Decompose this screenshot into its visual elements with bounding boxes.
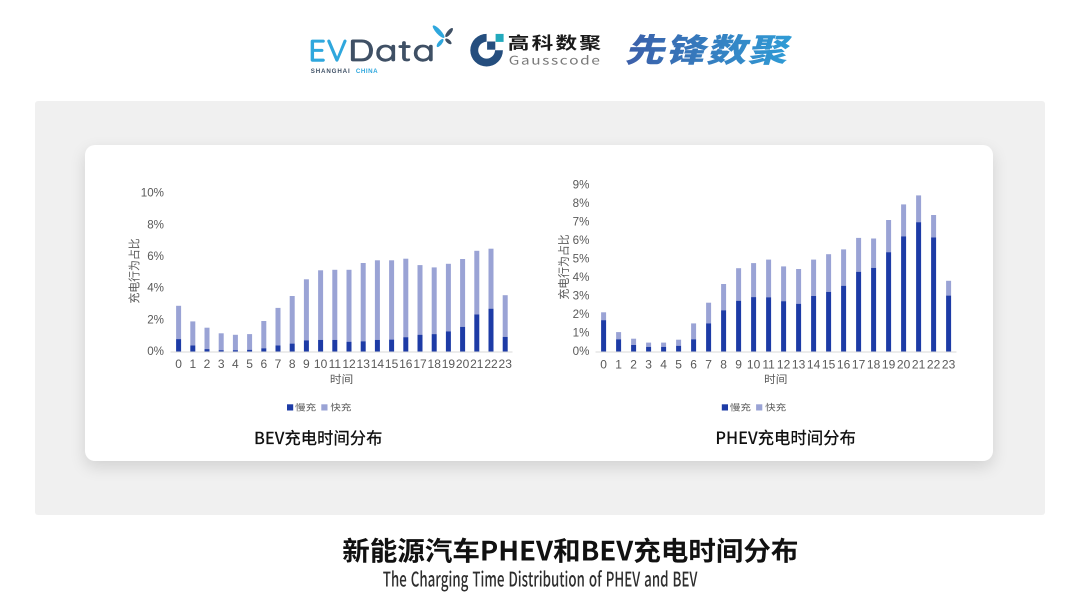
svg-text:5%: 5% xyxy=(573,252,590,265)
svg-text:0: 0 xyxy=(175,357,182,371)
svg-text:1%: 1% xyxy=(573,326,590,339)
svg-text:5: 5 xyxy=(246,357,253,371)
svg-text:18: 18 xyxy=(428,357,442,371)
svg-text:12: 12 xyxy=(342,357,356,371)
svg-text:1: 1 xyxy=(615,357,622,371)
svg-text:4: 4 xyxy=(232,357,239,371)
svg-text:17: 17 xyxy=(852,357,866,371)
svg-text:4%: 4% xyxy=(573,271,590,284)
svg-text:11: 11 xyxy=(329,357,342,371)
svg-text:0: 0 xyxy=(600,357,607,371)
svg-text:8: 8 xyxy=(289,357,296,371)
svg-text:23: 23 xyxy=(942,357,956,371)
svg-text:6: 6 xyxy=(260,357,267,371)
svg-text:CHINA: CHINA xyxy=(356,68,380,75)
svg-text:14: 14 xyxy=(371,357,385,371)
svg-text:21: 21 xyxy=(912,357,926,371)
svg-text:19: 19 xyxy=(442,357,456,371)
svg-text:4%: 4% xyxy=(147,282,164,295)
svg-text:13: 13 xyxy=(357,357,371,371)
svg-text:10: 10 xyxy=(314,357,328,371)
svg-text:12: 12 xyxy=(777,357,791,371)
svg-text:21: 21 xyxy=(470,357,484,371)
svg-text:0%: 0% xyxy=(573,345,590,358)
svg-text:SHANGHAI: SHANGHAI xyxy=(311,68,352,75)
svg-text:9%: 9% xyxy=(573,178,590,191)
svg-text:20: 20 xyxy=(456,357,470,371)
svg-text:5: 5 xyxy=(675,357,682,371)
svg-text:15: 15 xyxy=(385,357,399,371)
svg-text:1: 1 xyxy=(189,357,196,371)
svg-text:11: 11 xyxy=(762,357,775,371)
svg-text:7: 7 xyxy=(275,357,282,371)
svg-text:20: 20 xyxy=(897,357,911,371)
svg-text:2%: 2% xyxy=(147,314,164,327)
svg-text:18: 18 xyxy=(867,357,881,371)
svg-text:3: 3 xyxy=(645,357,652,371)
svg-text:22: 22 xyxy=(484,357,498,371)
svg-text:8%: 8% xyxy=(573,197,590,210)
svg-text:2%: 2% xyxy=(573,308,590,321)
svg-text:10%: 10% xyxy=(141,187,164,200)
svg-text:4: 4 xyxy=(660,357,667,371)
svg-text:10: 10 xyxy=(747,357,761,371)
svg-text:13: 13 xyxy=(792,357,806,371)
svg-text:19: 19 xyxy=(882,357,896,371)
svg-text:16: 16 xyxy=(837,357,851,371)
svg-text:3: 3 xyxy=(218,357,225,371)
svg-text:22: 22 xyxy=(927,357,941,371)
svg-text:16: 16 xyxy=(399,357,413,371)
svg-text:7: 7 xyxy=(705,357,712,371)
svg-text:7%: 7% xyxy=(573,215,590,228)
svg-text:0%: 0% xyxy=(147,345,164,358)
svg-text:14: 14 xyxy=(807,357,821,371)
svg-text:2: 2 xyxy=(630,357,637,371)
svg-text:3%: 3% xyxy=(573,289,590,302)
svg-text:6: 6 xyxy=(690,357,697,371)
svg-text:8%: 8% xyxy=(147,218,164,231)
svg-text:8: 8 xyxy=(720,357,727,371)
svg-text:2: 2 xyxy=(204,357,211,371)
svg-text:9: 9 xyxy=(735,357,742,371)
svg-text:23: 23 xyxy=(499,357,513,371)
svg-text:6%: 6% xyxy=(147,250,164,263)
svg-text:9: 9 xyxy=(303,357,310,371)
svg-text:6%: 6% xyxy=(573,234,590,247)
svg-text:17: 17 xyxy=(413,357,427,371)
svg-text:15: 15 xyxy=(822,357,836,371)
